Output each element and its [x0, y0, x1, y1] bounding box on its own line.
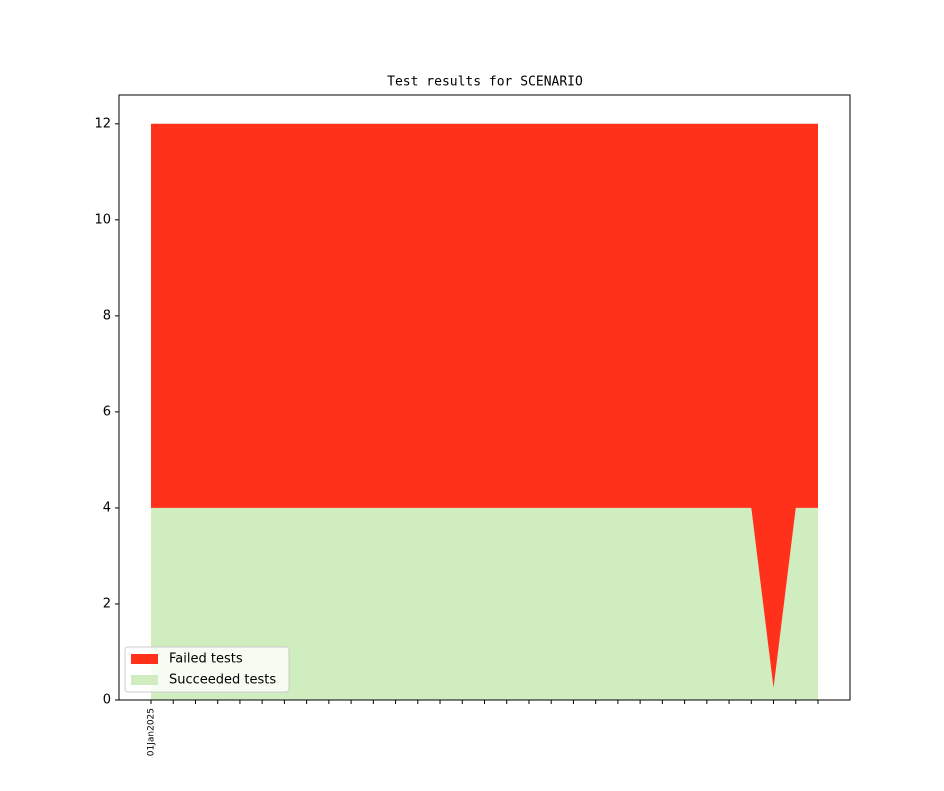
y-tick-label: 8	[103, 308, 111, 323]
legend-swatch	[131, 675, 158, 685]
y-tick-label: 0	[103, 693, 111, 708]
area	[151, 507, 818, 700]
legend-box	[124, 646, 290, 693]
y-tick-label: 12	[94, 116, 111, 131]
legend-swatch	[131, 654, 158, 664]
legend-label: Succeeded tests	[169, 673, 276, 688]
legend-label: Failed tests	[169, 652, 243, 667]
y-tick-label: 10	[94, 212, 111, 227]
x-tick-label: 01Jan2025	[147, 708, 157, 756]
y-tick-label: 4	[103, 500, 111, 515]
y-tick-label: 6	[103, 404, 111, 419]
y-tick-label: 2	[103, 596, 111, 611]
area	[151, 123, 818, 688]
chart-title: Test results for SCENARIO	[387, 75, 583, 90]
